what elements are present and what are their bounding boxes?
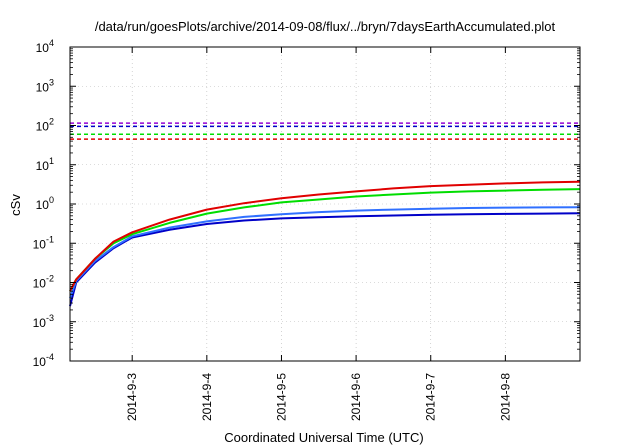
x-tick-label: 2014-9-7 xyxy=(424,373,438,421)
y-tick-exponent: -3 xyxy=(46,313,54,323)
series-line-3 xyxy=(69,212,581,307)
y-tick-label: 102 xyxy=(36,117,54,134)
y-tick-label: 101 xyxy=(36,156,54,173)
series-line-1 xyxy=(69,188,581,292)
series-line-2 xyxy=(69,206,581,299)
y-tick-label: 100 xyxy=(36,195,54,212)
y-tick-exponent: 0 xyxy=(49,195,54,205)
y-tick-label: 10-3 xyxy=(33,313,54,330)
y-tick-exponent: 4 xyxy=(49,38,54,48)
series-layer xyxy=(69,122,581,307)
y-tick-exponent: -4 xyxy=(46,352,54,362)
x-tick-label: 2014-9-6 xyxy=(349,373,363,421)
x-tick-label: 2014-9-3 xyxy=(125,373,139,421)
y-tick-exponent: -1 xyxy=(46,234,54,244)
y-tick-exponent: 2 xyxy=(49,117,54,127)
x-axis-label: Coordinated Universal Time (UTC) xyxy=(224,430,423,445)
y-tick-label: 10-2 xyxy=(33,274,54,291)
y-tick-exponent: 1 xyxy=(49,156,54,166)
chart-title: /data/run/goesPlots/archive/2014-09-08/f… xyxy=(95,19,556,34)
y-tick-label: 104 xyxy=(36,38,54,55)
y-tick-exponent: -2 xyxy=(46,274,54,284)
y-tick-label: 103 xyxy=(36,77,54,94)
y-tick-label: 10-1 xyxy=(33,234,54,251)
y-tick-exponent: 3 xyxy=(49,77,54,87)
series-line-0 xyxy=(69,180,581,292)
grid xyxy=(70,47,580,361)
x-axis: 2014-9-3 2014-9-4 2014-9-5 2014-9-6 2014-9-7… xyxy=(125,47,512,421)
x-tick-label: 2014-9-8 xyxy=(498,373,512,421)
x-tick-label: 2014-9-5 xyxy=(274,373,288,421)
y-axis-label: cSv xyxy=(8,194,23,216)
y-tick-label: 10-4 xyxy=(33,352,54,369)
x-tick-label: 2014-9-4 xyxy=(200,373,214,421)
